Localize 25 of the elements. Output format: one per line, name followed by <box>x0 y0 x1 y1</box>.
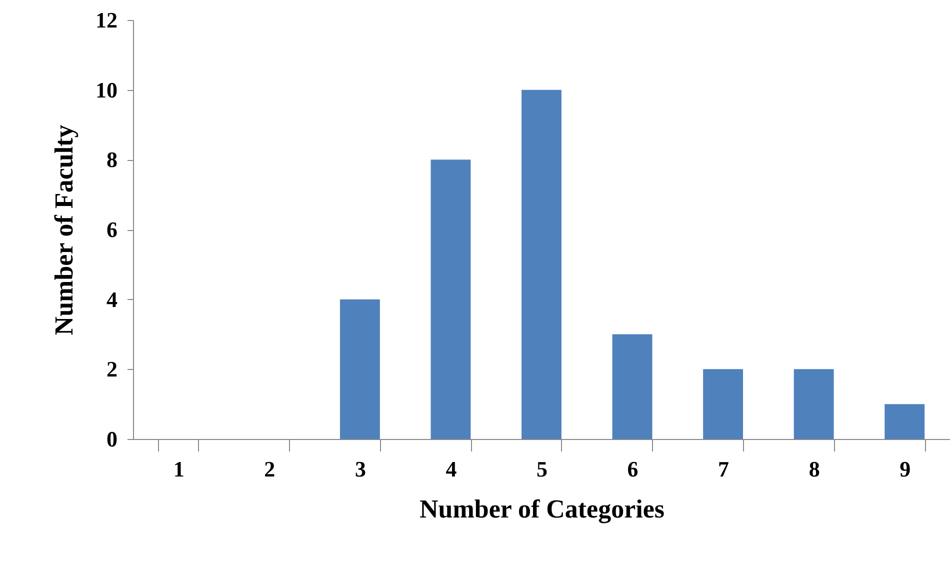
x-tick-label: 2 <box>264 456 276 482</box>
y-axis-title: Number of Faculty <box>50 124 78 336</box>
x-tick-label: 9 <box>900 456 911 482</box>
y-tick-label: 8 <box>106 147 118 172</box>
bar <box>703 369 744 439</box>
y-tick-label: 12 <box>96 8 118 32</box>
y-tick-label: 4 <box>106 286 118 312</box>
x-tick-label: 5 <box>536 456 548 482</box>
y-tick-label: 10 <box>96 77 118 102</box>
y-tick-label: 0 <box>106 426 118 452</box>
x-tick-label: 7 <box>718 456 730 482</box>
bar <box>430 160 471 439</box>
bar <box>612 334 652 439</box>
x-tick-label: 1 <box>173 456 184 482</box>
x-tick-label: 3 <box>354 456 366 482</box>
y-tick-label: 2 <box>106 356 118 382</box>
x-axis-title: Number of Categories <box>419 494 665 524</box>
y-tick-label: 6 <box>106 217 118 242</box>
x-tick-label: 6 <box>627 456 638 482</box>
x-tick-label: 4 <box>446 456 457 482</box>
bar <box>794 369 834 439</box>
x-tick-label: 8 <box>808 456 820 482</box>
bar <box>340 299 380 439</box>
bar <box>884 404 925 439</box>
bar <box>522 90 562 439</box>
